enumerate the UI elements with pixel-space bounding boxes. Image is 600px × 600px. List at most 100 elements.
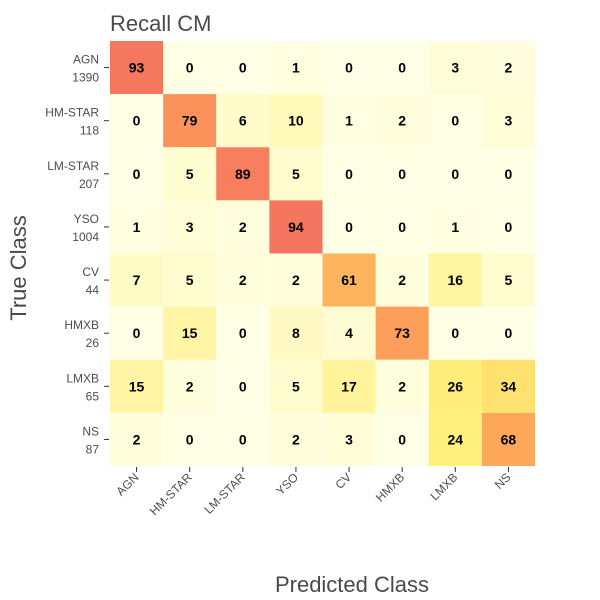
cell-value-label: 2 bbox=[398, 272, 406, 288]
heatmap-cell-yso-agn bbox=[110, 200, 164, 254]
cell-value-label: 8 bbox=[292, 325, 300, 341]
heatmap-cell-lm-star-hm-star bbox=[163, 147, 217, 201]
heatmap-cell-ns-ns bbox=[481, 412, 535, 466]
heatmap-cell-hm-star-hmxb bbox=[375, 94, 429, 148]
heatmap-cell-cv-agn bbox=[110, 253, 164, 307]
y-tick-label-count: 65 bbox=[86, 389, 100, 403]
heatmap-cell-ns-cv bbox=[322, 412, 376, 466]
cell-value-label: 0 bbox=[133, 325, 141, 341]
cell-value-label: 1 bbox=[451, 219, 459, 235]
heatmap-cell-cv-hm-star bbox=[163, 253, 217, 307]
heatmap-cell-lmxb-hmxb bbox=[375, 359, 429, 413]
heatmap-cell-hm-star-yso bbox=[269, 94, 323, 148]
cell-value-label: 0 bbox=[186, 431, 194, 447]
cell-value-label: 0 bbox=[239, 378, 247, 394]
cell-value-label: 0 bbox=[505, 166, 513, 182]
cell-value-label: 93 bbox=[129, 60, 145, 76]
x-axis-ticks: AGN HM-STAR LM-STAR YSO CV HMXB LMXB NS bbox=[113, 467, 514, 518]
cell-value-label: 2 bbox=[292, 272, 300, 288]
heatmap-cell-agn-hmxb bbox=[375, 41, 429, 95]
cell-value-label: 0 bbox=[505, 325, 513, 341]
x-tick-label: YSO bbox=[273, 470, 301, 498]
heatmap-cell-lm-star-hmxb bbox=[375, 147, 429, 201]
cell-value-label: 94 bbox=[288, 219, 304, 235]
cell-value-label: 61 bbox=[341, 272, 357, 288]
cell-value-label: 0 bbox=[398, 60, 406, 76]
heatmap-cell-lm-star-yso bbox=[269, 147, 323, 201]
cell-value-label: 0 bbox=[398, 219, 406, 235]
cell-value-label: 1 bbox=[133, 219, 141, 235]
x-tick-label: HM-STAR bbox=[147, 470, 195, 518]
heatmap-cell-ns-lm-star bbox=[216, 412, 270, 466]
x-tick-label: LMXB bbox=[427, 470, 460, 503]
heatmap-cell-hm-star-hm-star bbox=[163, 94, 217, 148]
heatmap-cell-yso-ns bbox=[481, 200, 535, 254]
cell-value-label: 3 bbox=[451, 60, 459, 76]
cell-value-label: 2 bbox=[505, 60, 513, 76]
heatmap-cell-cv-ns bbox=[481, 253, 535, 307]
heatmap-cell-lmxb-lmxb bbox=[428, 359, 482, 413]
y-tick-label-class: LMXB bbox=[66, 371, 99, 385]
cell-value-label: 79 bbox=[182, 113, 198, 129]
cell-value-label: 0 bbox=[398, 166, 406, 182]
cell-value-label: 1 bbox=[292, 60, 300, 76]
cell-value-label: 5 bbox=[505, 272, 513, 288]
y-axis-label: True Class bbox=[6, 215, 31, 321]
heatmap-cell-agn-yso bbox=[269, 41, 323, 95]
cell-value-label: 68 bbox=[501, 431, 517, 447]
y-tick-label-count: 207 bbox=[79, 177, 99, 191]
cell-value-label: 34 bbox=[501, 378, 517, 394]
y-tick-label-class: YSO bbox=[74, 212, 99, 226]
heatmap-cell-yso-cv bbox=[322, 200, 376, 254]
heatmap-cell-hmxb-lm-star bbox=[216, 306, 270, 360]
x-tick-label: AGN bbox=[113, 470, 141, 498]
heatmap-cell-lmxb-hm-star bbox=[163, 359, 217, 413]
cell-value-label: 0 bbox=[239, 325, 247, 341]
cell-value-label: 2 bbox=[133, 431, 141, 447]
y-tick-label-count: 1390 bbox=[72, 71, 99, 85]
heatmap-cell-hmxb-yso bbox=[269, 306, 323, 360]
heatmap-cell-lm-star-cv bbox=[322, 147, 376, 201]
heatmap-cell-hmxb-lmxb bbox=[428, 306, 482, 360]
cell-value-label: 10 bbox=[288, 113, 304, 129]
heatmap-cell-ns-agn bbox=[110, 412, 164, 466]
cell-value-label: 73 bbox=[394, 325, 410, 341]
y-tick-label-count: 1004 bbox=[72, 230, 99, 244]
heatmap-cell-ns-yso bbox=[269, 412, 323, 466]
heatmap-cell-hmxb-cv bbox=[322, 306, 376, 360]
y-tick-label-class: HM-STAR bbox=[45, 106, 99, 120]
cell-value-label: 5 bbox=[292, 378, 300, 394]
heatmap-cell-lmxb-yso bbox=[269, 359, 323, 413]
cell-value-label: 0 bbox=[451, 113, 459, 129]
heatmap-cell-hmxb-hmxb bbox=[375, 306, 429, 360]
heatmap-cell-agn-cv bbox=[322, 41, 376, 95]
heatmap-cell-hm-star-lmxb bbox=[428, 94, 482, 148]
cell-value-label: 0 bbox=[186, 60, 194, 76]
heatmap-cell-cv-cv bbox=[322, 253, 376, 307]
heatmap-cell-agn-ns bbox=[481, 41, 535, 95]
heatmap-cell-hmxb-ns bbox=[481, 306, 535, 360]
y-tick-label-class: HMXB bbox=[64, 318, 99, 332]
cell-value-label: 0 bbox=[345, 166, 353, 182]
heatmap-cell-lmxb-lm-star bbox=[216, 359, 270, 413]
heatmap-cell-ns-lmxb bbox=[428, 412, 482, 466]
heatmap-cell-yso-yso bbox=[269, 200, 323, 254]
cell-value-label: 3 bbox=[345, 431, 353, 447]
cell-value-label: 6 bbox=[239, 113, 247, 129]
cell-value-label: 17 bbox=[341, 378, 357, 394]
heatmap-cell-hm-star-cv bbox=[322, 94, 376, 148]
cell-value-label: 2 bbox=[186, 378, 194, 394]
cell-value-label: 2 bbox=[292, 431, 300, 447]
cell-value-label: 24 bbox=[448, 431, 464, 447]
heatmap-cell-yso-lm-star bbox=[216, 200, 270, 254]
heatmap-cell-hm-star-agn bbox=[110, 94, 164, 148]
y-axis-ticks: AGN 1390 HM-STAR 118 LM-STAR 207 YSO 1004 CV 44 HM… bbox=[45, 53, 109, 456]
cell-value-label: 0 bbox=[451, 166, 459, 182]
chart-title: Recall CM bbox=[110, 11, 211, 36]
y-tick-label-count: 118 bbox=[80, 124, 99, 138]
cell-value-label: 26 bbox=[448, 378, 464, 394]
cell-value-label: 0 bbox=[239, 60, 247, 76]
heatmap-cell-lmxb-agn bbox=[110, 359, 164, 413]
